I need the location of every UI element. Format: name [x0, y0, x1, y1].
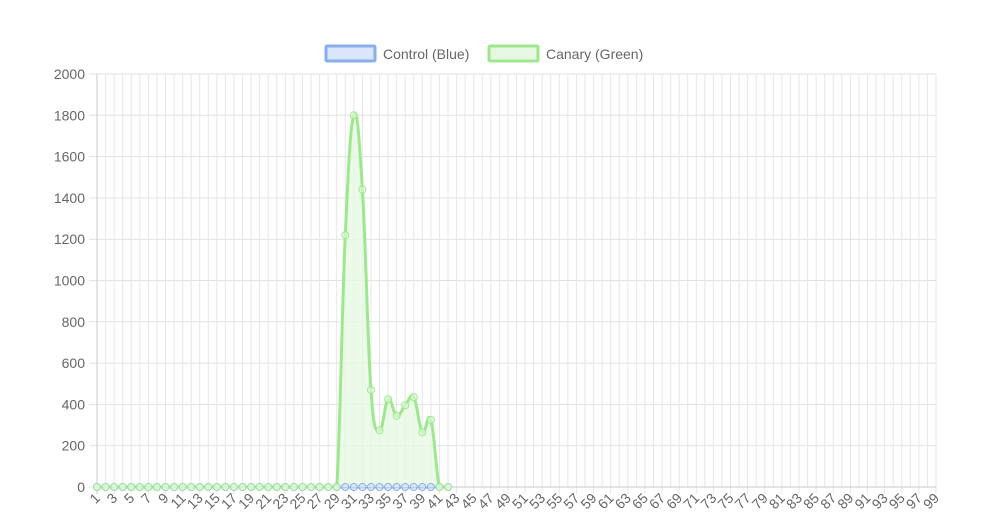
data-point[interactable] — [409, 483, 418, 491]
y-tick-label: 1000 — [54, 273, 85, 289]
y-tick-label: 0 — [77, 479, 85, 495]
data-point[interactable] — [375, 483, 384, 491]
legend-item-control[interactable]: Control (Blue) — [324, 44, 469, 63]
legend-label-control: Control (Blue) — [383, 46, 469, 62]
data-point[interactable] — [392, 411, 401, 420]
data-point[interactable] — [375, 426, 384, 435]
legend-swatch-control — [324, 44, 377, 63]
data-point[interactable] — [178, 483, 187, 491]
data-point[interactable] — [101, 483, 110, 491]
data-point[interactable] — [384, 483, 393, 491]
data-point[interactable] — [264, 483, 273, 491]
data-point[interactable] — [418, 483, 427, 491]
x-tick-label: 5 — [121, 490, 138, 507]
data-point[interactable] — [118, 483, 127, 491]
y-tick-label: 400 — [62, 396, 86, 412]
x-tick-label: 1 — [86, 490, 103, 507]
x-tick-label: 3 — [103, 490, 120, 507]
y-axis-ticks: 0 200 400 600 800 1000 1200 1400 1600 1800 2000 — [54, 66, 85, 495]
data-point[interactable] — [349, 483, 358, 491]
data-point[interactable] — [135, 483, 144, 491]
data-point[interactable] — [127, 483, 136, 491]
x-axis-ticks: 1 3 5 7 911131517192123252729313335373941434… — [86, 490, 942, 512]
series-layer — [93, 111, 453, 491]
data-point[interactable] — [426, 483, 435, 491]
legend-swatch-canary — [487, 44, 540, 63]
data-point[interactable] — [255, 483, 264, 491]
y-tick-label: 1800 — [54, 107, 85, 123]
data-point[interactable] — [341, 483, 350, 491]
data-point[interactable] — [409, 393, 418, 402]
data-point[interactable] — [358, 185, 367, 194]
data-point[interactable] — [298, 483, 307, 491]
data-point[interactable] — [384, 395, 393, 404]
data-point[interactable] — [349, 111, 358, 120]
y-tick-label: 2000 — [54, 66, 85, 82]
data-point[interactable] — [161, 483, 170, 491]
data-point[interactable] — [366, 385, 375, 394]
data-point[interactable] — [144, 483, 153, 491]
y-tick-label: 200 — [62, 438, 86, 454]
series-points-canary — [93, 111, 453, 491]
data-point[interactable] — [229, 483, 238, 491]
data-point[interactable] — [418, 428, 427, 437]
data-point[interactable] — [366, 483, 375, 491]
data-point[interactable] — [110, 483, 119, 491]
y-tick-label: 800 — [62, 314, 86, 330]
data-point[interactable] — [152, 483, 161, 491]
data-point[interactable] — [204, 483, 213, 491]
data-point[interactable] — [238, 483, 247, 491]
x-tick-label: 99 — [920, 490, 942, 512]
data-point[interactable] — [281, 483, 290, 491]
data-point[interactable] — [247, 483, 256, 491]
y-tick-label: 1400 — [54, 190, 85, 206]
data-point[interactable] — [401, 483, 410, 491]
y-tick-label: 1200 — [54, 231, 85, 247]
data-point[interactable] — [324, 483, 333, 491]
grid — [89, 73, 937, 494]
legend-item-canary[interactable]: Canary (Green) — [487, 44, 643, 63]
data-point[interactable] — [272, 483, 281, 491]
series-canary — [96, 112, 449, 489]
data-point[interactable] — [332, 483, 341, 491]
data-point[interactable] — [341, 231, 350, 240]
data-point[interactable] — [221, 483, 230, 491]
series-area — [97, 113, 449, 487]
data-point[interactable] — [187, 483, 196, 491]
data-point[interactable] — [170, 483, 179, 491]
data-point[interactable] — [358, 483, 367, 491]
y-tick-label: 1600 — [54, 149, 85, 165]
data-point[interactable] — [307, 483, 316, 491]
data-point[interactable] — [93, 483, 101, 491]
legend-label-canary: Canary (Green) — [546, 46, 643, 62]
y-tick-label: 600 — [62, 355, 86, 371]
data-point[interactable] — [289, 483, 298, 491]
data-point[interactable] — [195, 483, 204, 491]
x-tick-label: 7 — [138, 490, 155, 507]
data-point[interactable] — [401, 401, 410, 410]
data-point[interactable] — [392, 483, 401, 491]
data-point[interactable] — [212, 483, 221, 491]
data-point[interactable] — [435, 483, 444, 491]
data-point[interactable] — [315, 483, 324, 491]
legend: Control (Blue) Canary (Green) — [324, 44, 643, 63]
data-point[interactable] — [426, 415, 435, 424]
data-point[interactable] — [444, 483, 453, 491]
